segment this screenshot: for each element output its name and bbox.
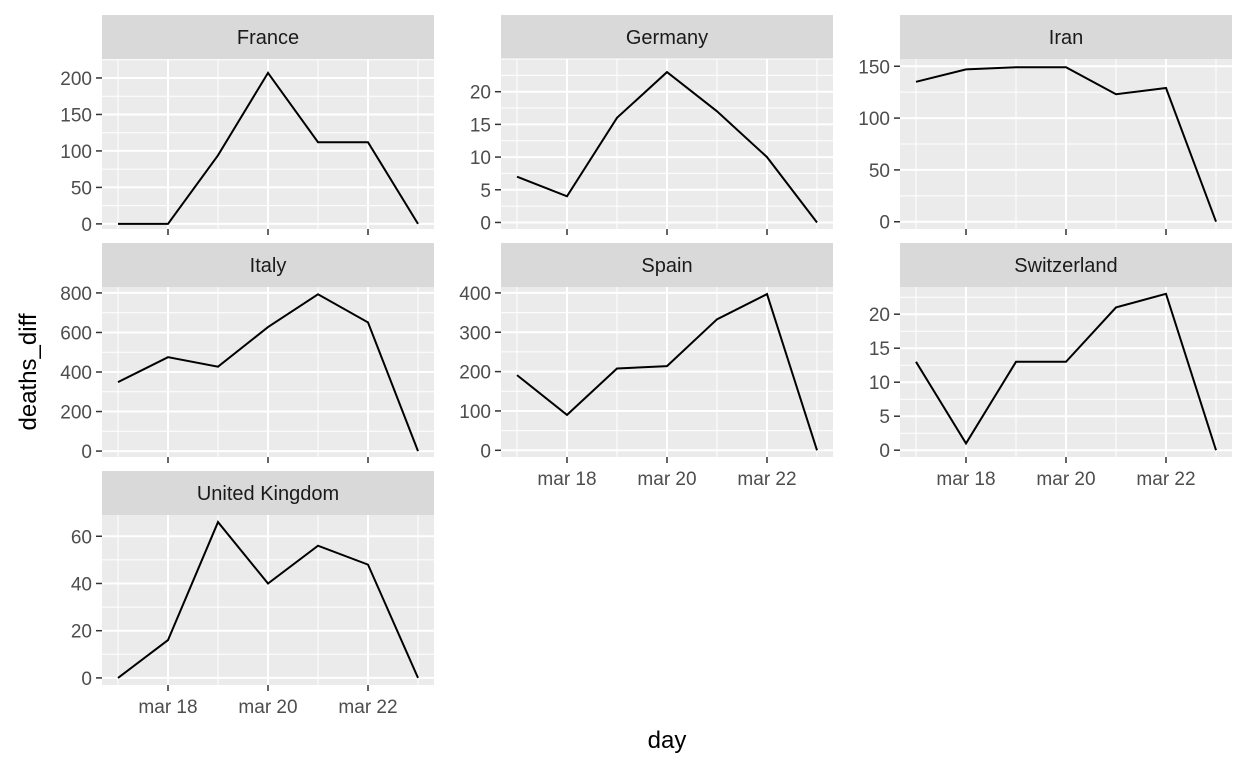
facet-panel-italy: Italy 0 200 400 600 800 (60, 243, 434, 463)
y-tick-label: 100 (858, 109, 890, 130)
y-tick-label: 20 (869, 305, 890, 326)
y-tick-label: 15 (470, 115, 491, 136)
y-tick-label: 40 (71, 574, 92, 595)
y-tick-label: 150 (60, 105, 92, 126)
y-tick-label: 50 (71, 178, 92, 199)
y-tick-label: 100 (459, 402, 491, 423)
facet-strip-italy (102, 243, 434, 287)
y-tick-label: 20 (71, 622, 92, 643)
y-tick-label: 400 (60, 363, 92, 384)
facet-strip-spain (501, 243, 833, 287)
y-tick-label: 0 (81, 215, 92, 236)
y-tick-label: 5 (480, 181, 491, 202)
y-tick-label: 0 (879, 213, 890, 234)
facet-strip-iran (900, 15, 1232, 59)
y-tick-label: 600 (60, 323, 92, 344)
x-tick-label: mar 20 (1036, 469, 1095, 490)
y-tick-label: 0 (81, 669, 92, 690)
y-tick-label: 400 (459, 284, 491, 305)
y-tick-label: 100 (60, 142, 92, 163)
x-tick-label: mar 20 (637, 469, 696, 490)
facet-strip-label: France (237, 27, 299, 49)
y-tick-label: 150 (858, 57, 890, 78)
y-tick-label: 0 (480, 213, 491, 234)
facet-strip-united-kingdom (102, 471, 434, 515)
y-tick-label: 60 (71, 527, 92, 548)
y-tick-label: 800 (60, 284, 92, 305)
y-tick-label: 300 (459, 323, 491, 344)
y-tick-label: 10 (470, 148, 491, 169)
facet-panel-spain: Spain 0 100 200 300 400 mar 18 mar 20 mar 22 (459, 243, 833, 490)
facet-strip-label: United Kingdom (197, 483, 339, 505)
facet-panel-iran: Iran 0 50 100 150 (858, 15, 1232, 235)
x-axis-title: day (648, 727, 687, 754)
y-tick-label: 200 (60, 403, 92, 424)
y-axis-title: deaths_diff (15, 313, 42, 430)
facet-panel-france: France 0 50 100 150 200 (60, 15, 434, 236)
facet-panel-germany: Germany 0 5 10 15 20 (470, 15, 833, 235)
y-tick-label: 200 (60, 69, 92, 90)
facet-strip-label: Germany (626, 27, 708, 49)
facet-strip-label: Italy (250, 255, 287, 277)
y-tick-label: 200 (459, 363, 491, 384)
y-tick-label: 0 (480, 441, 491, 462)
y-tick-label: 50 (869, 161, 890, 182)
facet-strip-label: Iran (1049, 27, 1083, 49)
y-tick-label: 5 (879, 407, 890, 428)
facet-panel-switzerland: Switzerland 0 5 10 15 20 mar 18 mar 20 mar 22 (869, 243, 1232, 490)
y-tick-label: 0 (81, 442, 92, 463)
x-tick-label: mar 20 (238, 697, 297, 718)
y-tick-label: 15 (869, 339, 890, 360)
x-tick-label: mar 22 (338, 697, 397, 718)
x-tick-label: mar 22 (737, 469, 796, 490)
y-tick-label: 20 (470, 83, 491, 104)
facet-strip-switzerland (900, 243, 1232, 287)
y-tick-label: 10 (869, 373, 890, 394)
series-line-italy (117, 293, 419, 452)
x-tick-label: mar 22 (1136, 469, 1195, 490)
series-line-united-kingdom (117, 520, 419, 679)
facet-strip-germany (501, 15, 833, 59)
x-tick-label: mar 18 (138, 697, 197, 718)
y-tick-label: 0 (879, 441, 890, 462)
facet-strip-label: Spain (641, 255, 692, 277)
x-tick-label: mar 18 (936, 469, 995, 490)
facet-strip-france (102, 15, 434, 59)
x-tick-label: mar 18 (537, 469, 596, 490)
facet-strip-label: Switzerland (1014, 255, 1117, 277)
facet-panel-united-kingdom: United Kingdom 0 20 40 60 mar 18 mar 20 mar 22 (71, 471, 434, 718)
